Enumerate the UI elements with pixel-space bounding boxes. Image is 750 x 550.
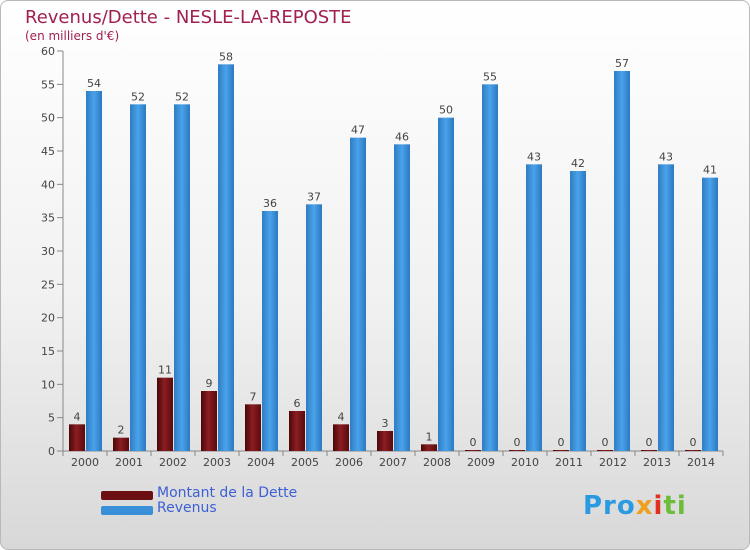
debt-bar	[157, 377, 173, 451]
y-tick-label: 30	[41, 245, 55, 258]
debt-value-label: 0	[558, 436, 565, 449]
debt-bar	[377, 431, 393, 451]
y-tick-label: 55	[41, 78, 55, 91]
revenus-bar	[218, 64, 234, 452]
chart-title: Revenus/Dette - NESLE-LA-REPOSTE	[25, 7, 352, 28]
debt-bar	[685, 450, 701, 451]
x-tick-label: 2010	[511, 456, 539, 469]
x-tick-label: 2007	[379, 456, 407, 469]
debt-value-label: 1	[426, 430, 433, 443]
revenus-bar	[130, 104, 146, 451]
y-tick-label: 35	[41, 212, 55, 225]
debt-bar	[113, 437, 129, 451]
revenus-value-label: 43	[659, 150, 673, 163]
proxiti-logo: Proxiti	[583, 491, 687, 521]
revenus-bar	[350, 137, 366, 451]
y-tick-label: 60	[41, 45, 55, 58]
revenus-value-label: 47	[351, 124, 365, 137]
y-tick-label: 40	[41, 178, 55, 191]
revenus-bar	[526, 164, 542, 452]
revenus-value-label: 50	[439, 104, 453, 117]
y-tick-label: 0	[48, 445, 55, 458]
revenus-bar	[174, 104, 190, 451]
revenus-value-label: 43	[527, 150, 541, 163]
y-tick-label: 50	[41, 112, 55, 125]
debt-bar	[509, 450, 525, 451]
x-tick-label: 2001	[115, 456, 143, 469]
revenus-value-label: 36	[263, 197, 277, 210]
revenus-value-label: 42	[571, 157, 585, 170]
revenus-value-label: 57	[615, 57, 629, 70]
debt-bar	[641, 450, 657, 451]
revenus-bar	[394, 144, 410, 452]
revenus-bar	[658, 164, 674, 452]
x-tick-label: 2014	[687, 456, 715, 469]
debt-value-label: 9	[206, 377, 213, 390]
revenus-value-label: 46	[395, 130, 409, 143]
debt-bar	[201, 391, 217, 451]
debt-value-label: 4	[338, 410, 345, 423]
legend-swatch-revenus	[101, 506, 153, 515]
debt-value-label: 0	[602, 436, 609, 449]
x-tick-label: 2013	[643, 456, 671, 469]
debt-bar	[333, 424, 349, 451]
revenus-bar	[702, 177, 718, 451]
legend-label-debt: Montant de la Dette	[157, 485, 298, 501]
legend-swatch-debt	[101, 491, 153, 500]
x-tick-label: 2012	[599, 456, 627, 469]
revenus-bar	[86, 91, 102, 451]
revenus-bar	[482, 84, 498, 451]
x-tick-label: 2009	[467, 456, 495, 469]
revenus-value-label: 52	[131, 90, 145, 103]
debt-value-label: 11	[158, 364, 172, 377]
x-tick-label: 2000	[71, 456, 99, 469]
debt-bar	[553, 450, 569, 451]
revenus-value-label: 37	[307, 190, 321, 203]
debt-value-label: 6	[294, 397, 301, 410]
debt-bar	[69, 424, 85, 451]
debt-bar	[421, 444, 437, 451]
debt-value-label: 2	[118, 424, 125, 437]
x-tick-label: 2003	[203, 456, 231, 469]
revenus-bar	[614, 71, 630, 451]
y-tick-label: 20	[41, 312, 55, 325]
y-tick-label: 45	[41, 145, 55, 158]
revenus-value-label: 55	[483, 70, 497, 83]
debt-bar	[245, 404, 261, 451]
revenus-value-label: 54	[87, 77, 101, 90]
revenus-value-label: 58	[219, 50, 233, 63]
revenus-value-label: 41	[703, 164, 717, 177]
debt-value-label: 0	[690, 436, 697, 449]
x-tick-label: 2004	[247, 456, 275, 469]
x-tick-label: 2002	[159, 456, 187, 469]
revenus-bar	[262, 211, 278, 451]
debt-value-label: 0	[514, 436, 521, 449]
debt-value-label: 0	[646, 436, 653, 449]
revenus-value-label: 52	[175, 90, 189, 103]
y-tick-label: 15	[41, 345, 55, 358]
y-tick-label: 25	[41, 278, 55, 291]
debt-value-label: 7	[250, 390, 257, 403]
chart-subtitle: (en milliers d'€)	[25, 29, 120, 43]
y-tick-label: 10	[41, 378, 55, 391]
debt-value-label: 0	[470, 436, 477, 449]
debt-bar	[465, 450, 481, 451]
x-tick-label: 2006	[335, 456, 363, 469]
revenus-bar	[570, 171, 586, 451]
legend-label-revenus: Revenus	[157, 500, 217, 516]
debt-value-label: 3	[382, 417, 389, 430]
debt-bar	[289, 411, 305, 451]
debt-value-label: 4	[74, 410, 81, 423]
x-tick-label: 2008	[423, 456, 451, 469]
revenus-bar	[438, 117, 454, 452]
revenus-bar	[306, 204, 322, 451]
x-tick-label: 2005	[291, 456, 319, 469]
x-tick-label: 2011	[555, 456, 583, 469]
debt-bar	[597, 450, 613, 451]
y-tick-label: 5	[48, 412, 55, 425]
